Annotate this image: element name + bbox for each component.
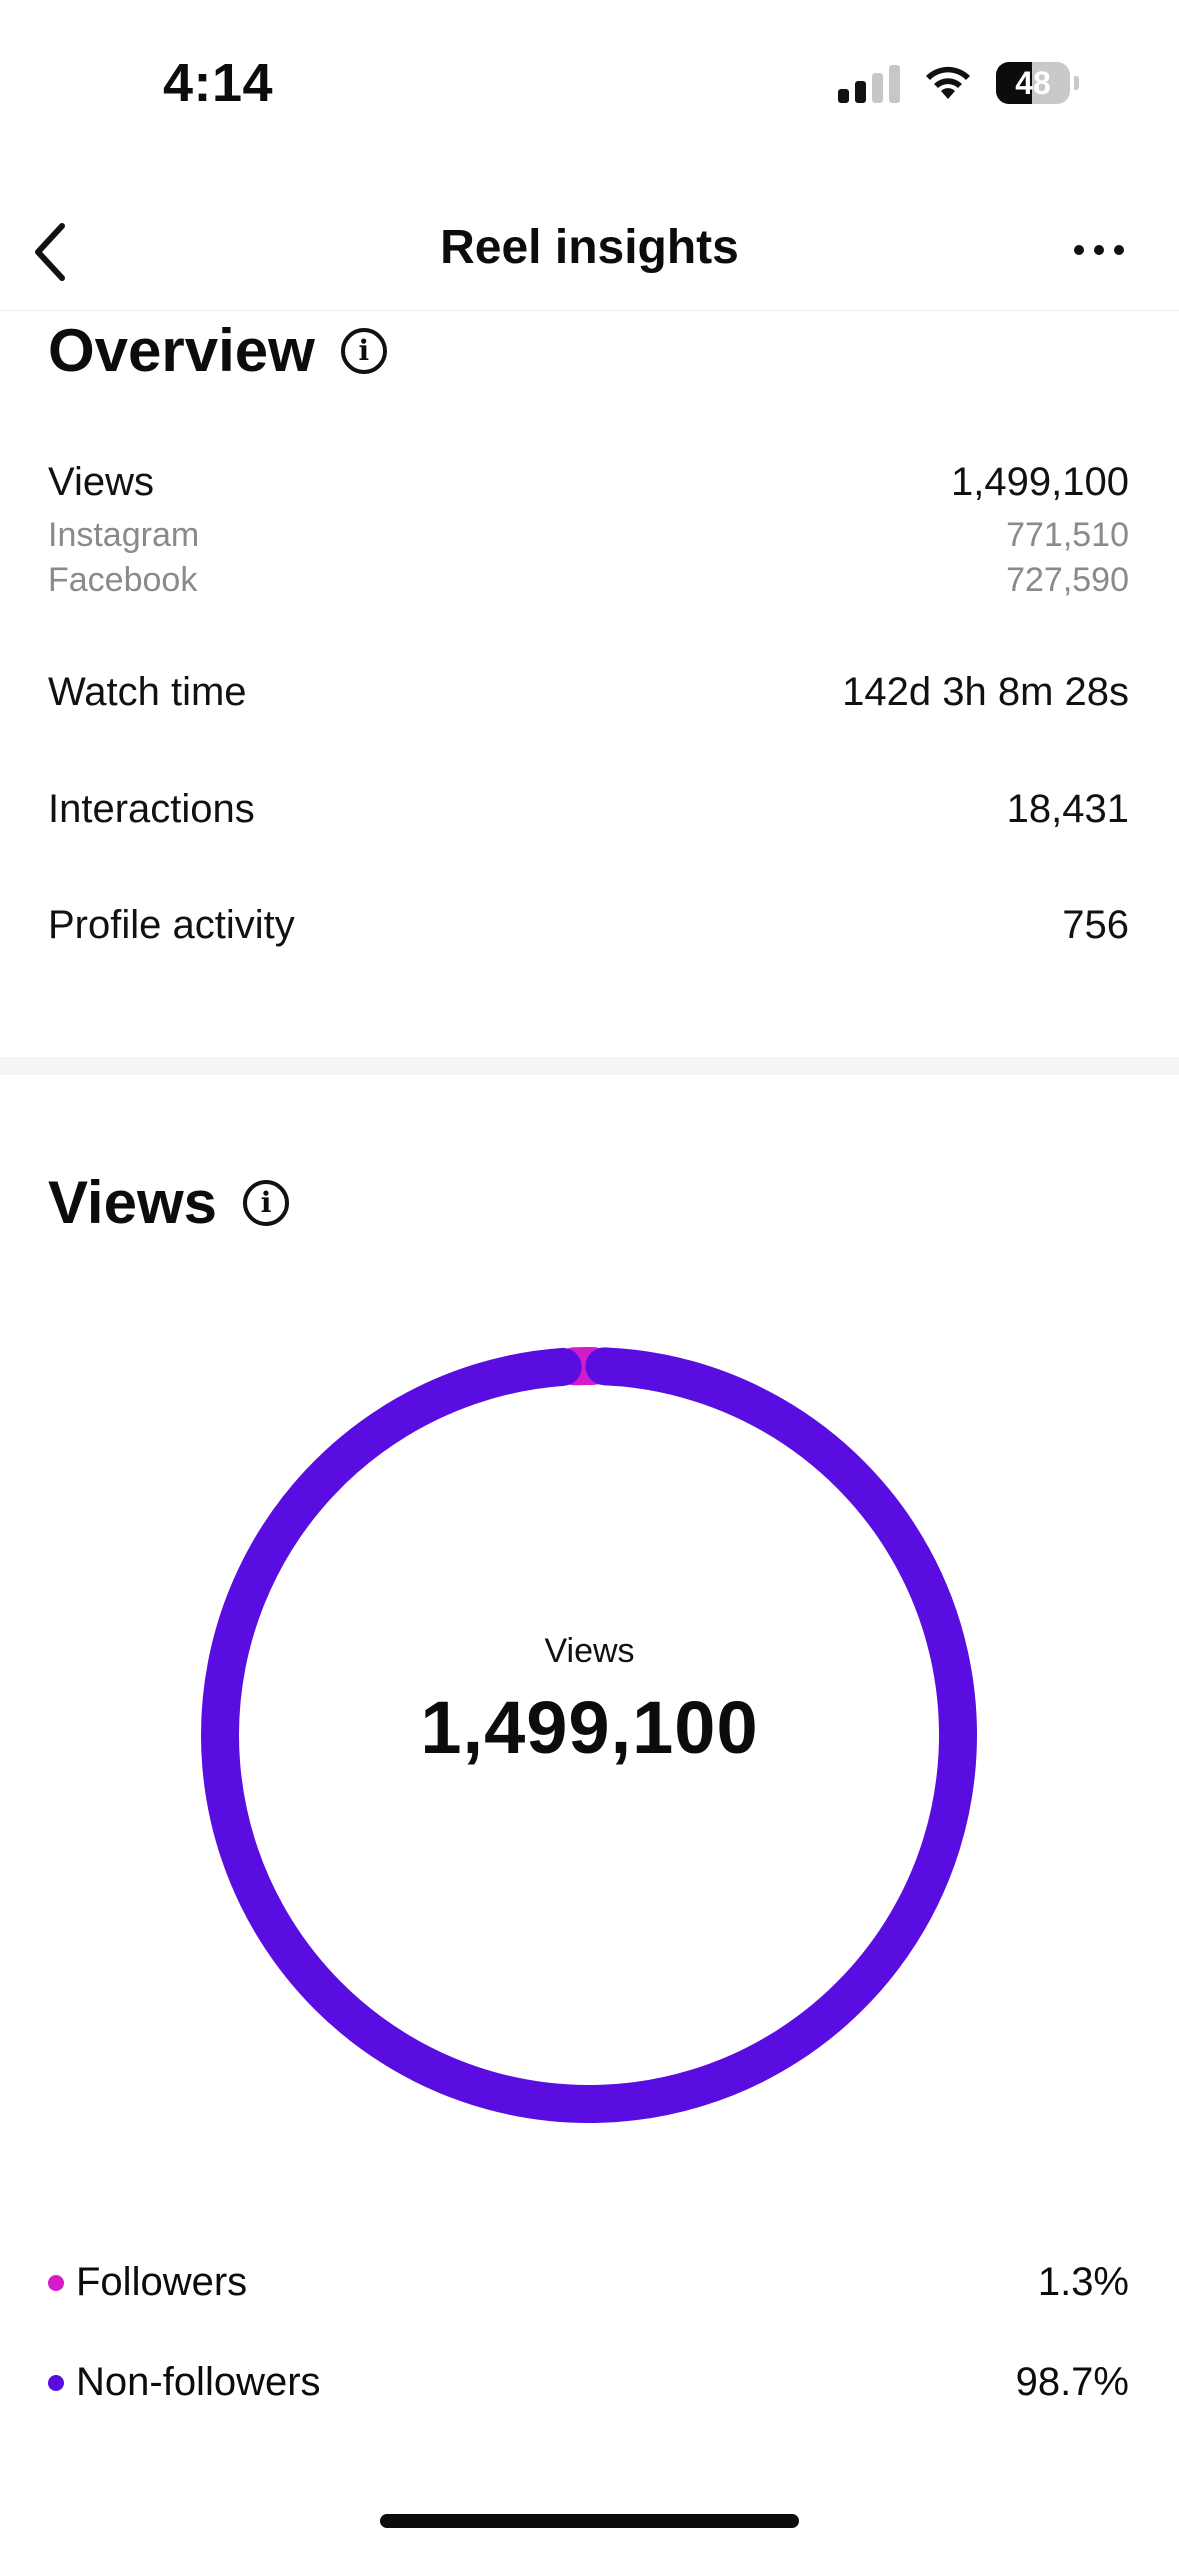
status-time: 4:14 xyxy=(163,53,274,113)
nav-bar: Reel insights xyxy=(0,190,1179,311)
donut-center: Views 1,499,100 xyxy=(0,1632,1179,1770)
info-icon[interactable]: i xyxy=(340,327,387,374)
profile-activity-value: 756 xyxy=(1062,903,1129,947)
donut-center-value: 1,499,100 xyxy=(420,1686,759,1769)
cellular-signal-icon xyxy=(838,63,900,103)
non-followers-dot xyxy=(48,2374,64,2391)
back-button[interactable] xyxy=(20,212,80,292)
more-horizontal-icon xyxy=(1074,245,1124,255)
legend-non-followers: Non-followers 98.7% xyxy=(48,2360,1129,2405)
info-icon[interactable]: i xyxy=(243,1179,290,1226)
views-label: Views xyxy=(48,460,154,504)
legend-followers-value: 1.3% xyxy=(1037,2260,1129,2304)
interactions-value: 18,431 xyxy=(1006,787,1129,831)
instagram-value: 771,510 xyxy=(1006,516,1129,554)
views-header: Views i xyxy=(48,1168,290,1237)
status-icons: 48 xyxy=(838,62,1079,104)
battery-icon: 48 xyxy=(996,62,1070,104)
followers-dot xyxy=(48,2274,64,2291)
views-value: 1,499,100 xyxy=(951,460,1129,504)
instagram-label: Instagram xyxy=(48,516,200,554)
watch-time-row: Watch time 142d 3h 8m 28s xyxy=(48,670,1129,715)
wifi-icon xyxy=(926,66,970,99)
chevron-left-icon xyxy=(35,223,65,281)
facebook-value: 727,590 xyxy=(1006,561,1129,599)
section-divider xyxy=(0,1057,1179,1075)
interactions-label: Interactions xyxy=(48,787,255,831)
facebook-label: Facebook xyxy=(48,561,198,599)
views-row: Views 1,499,100 xyxy=(48,460,1129,505)
instagram-row: Instagram 771,510 xyxy=(48,516,1129,555)
donut-slice-non-followers xyxy=(201,1347,977,2123)
watch-time-label: Watch time xyxy=(48,670,247,714)
views-title: Views xyxy=(48,1169,218,1236)
legend-non-followers-value: 98.7% xyxy=(1015,2360,1129,2404)
watch-time-value: 142d 3h 8m 28s xyxy=(842,670,1129,714)
views-donut-chart xyxy=(189,1335,989,2135)
home-indicator[interactable] xyxy=(380,2514,799,2528)
overview-title: Overview xyxy=(48,317,315,384)
overview-header: Overview i xyxy=(48,316,387,385)
donut-center-label: Views xyxy=(544,1632,635,1670)
battery-nub xyxy=(1074,76,1079,90)
page-title: Reel insights xyxy=(440,221,739,274)
battery-percent: 48 xyxy=(1015,64,1051,101)
facebook-row: Facebook 727,590 xyxy=(48,561,1129,600)
legend-followers-label: Followers xyxy=(76,2260,248,2304)
profile-activity-row: Profile activity 756 xyxy=(48,903,1129,948)
more-options-button[interactable] xyxy=(1059,220,1139,280)
interactions-row: Interactions 18,431 xyxy=(48,787,1129,832)
profile-activity-label: Profile activity xyxy=(48,903,295,947)
donut-svg xyxy=(201,1347,977,2123)
legend-non-followers-label: Non-followers xyxy=(76,2360,321,2404)
legend-followers: Followers 1.3% xyxy=(48,2260,1129,2305)
